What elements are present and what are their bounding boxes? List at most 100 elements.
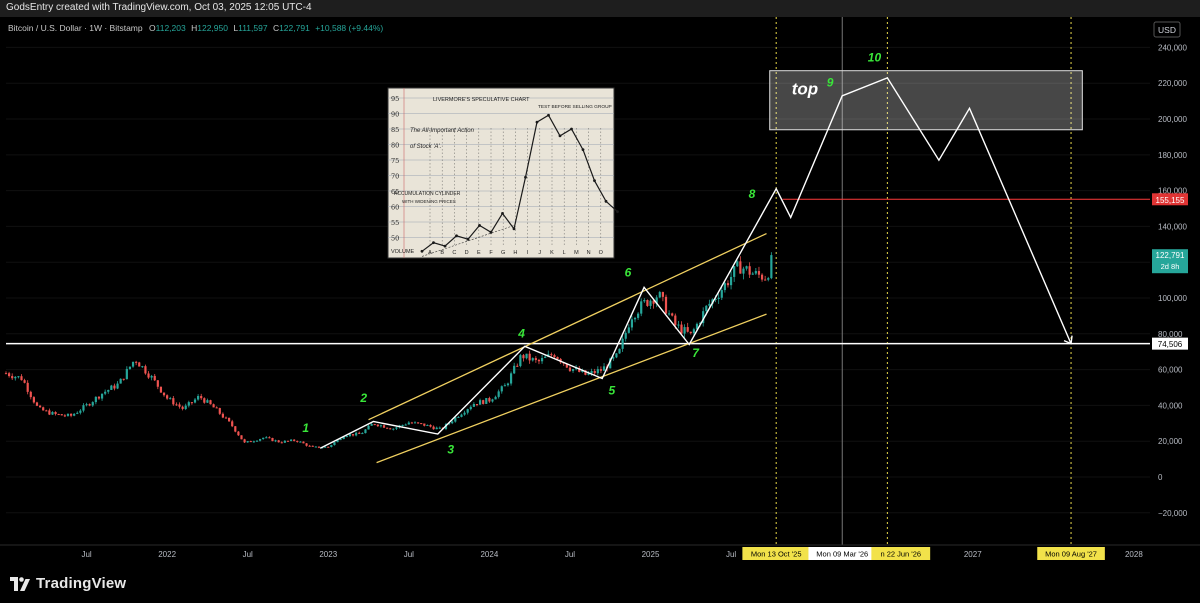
inset-y-label: 90 [391, 111, 399, 119]
candle-body [367, 425, 370, 430]
candle-body [729, 276, 733, 286]
candle-body [175, 404, 178, 406]
inset-y-label: 60 [391, 204, 399, 212]
candle-body [178, 404, 181, 407]
level-tag-label: 155,155 [1156, 196, 1185, 205]
candle-body [150, 375, 153, 378]
inset-y-label: 55 [391, 219, 399, 227]
candle-body [736, 261, 739, 267]
candle-body [128, 366, 132, 369]
inset-price-point [558, 134, 562, 138]
candle-body [571, 369, 575, 371]
top-zone-box[interactable] [769, 70, 1083, 131]
wave-label-7: 7 [692, 346, 700, 360]
price-axis-tick-label: 140,000 [1158, 222, 1187, 231]
candle-body [330, 445, 333, 447]
candle-body [249, 441, 252, 443]
channel-upper-line[interactable] [368, 232, 767, 421]
candle-body [17, 376, 20, 378]
candle-body [113, 385, 116, 389]
wave-label-4: 4 [517, 326, 525, 340]
candle-body [324, 446, 327, 448]
candle-body [705, 305, 708, 312]
candle-body [355, 432, 358, 436]
time-axis-background[interactable] [0, 545, 1200, 565]
candle-body [618, 348, 621, 354]
wave-projection-path[interactable] [319, 77, 1072, 449]
time-axis-tick-label: 2025 [642, 550, 660, 559]
last-price-label: 122,791 [1156, 251, 1185, 260]
currency-button-frame [1153, 21, 1181, 38]
price-chart[interactable]: top 9 1 2 3 4 5 6 7 8 10 95 90 85 80 75 70 65 60 55 50 LIVE… [0, 17, 1200, 565]
wave-label-2: 2 [359, 391, 367, 405]
candle-body [159, 386, 163, 393]
inset-price-point [604, 199, 608, 203]
wave-label-6: 6 [625, 266, 632, 280]
candle-body [503, 385, 506, 387]
candle-body [640, 301, 643, 314]
candle-body [646, 300, 649, 306]
candle-body [726, 283, 730, 286]
candle-body [265, 437, 268, 439]
candle-body [553, 355, 556, 358]
currency-button[interactable]: USD [1153, 21, 1181, 38]
time-axis-tick-label: 2028 [1125, 550, 1143, 559]
candle-body [686, 327, 689, 332]
candle-body [153, 375, 156, 381]
inset-x-label: E [477, 250, 481, 256]
inset-x-label: M [574, 250, 579, 256]
candle-body [119, 378, 122, 384]
candle-body [271, 437, 274, 442]
candle-body [389, 428, 392, 430]
channel-lower-line[interactable] [376, 313, 767, 464]
candle-body [516, 365, 519, 367]
candle-body [748, 266, 751, 275]
candle-body [491, 399, 494, 402]
candle-body [162, 392, 166, 396]
candle-body [695, 323, 699, 330]
candle-body [224, 417, 228, 419]
inset-note: TEST BEFORE SELLING GROUP [538, 104, 612, 110]
inset-x-label: A [428, 250, 432, 256]
candle-body [305, 443, 308, 446]
candle-body [60, 414, 63, 416]
candle-body [197, 396, 200, 400]
candle-body [237, 431, 240, 436]
price-axis-background[interactable] [1150, 17, 1200, 565]
candle-body [32, 397, 35, 403]
candle-body [413, 422, 417, 424]
candle-body [107, 389, 110, 392]
candle-body [231, 421, 234, 427]
price-axis-tick-label: 160,000 [1158, 187, 1187, 196]
candle-body [423, 423, 426, 426]
inset-x-label: J [538, 250, 541, 256]
last-price-countdown: 2d 8h [1161, 262, 1180, 271]
candle-body [280, 442, 283, 444]
candle-body [7, 373, 11, 377]
date-badge [871, 547, 931, 560]
tradingview-logo[interactable]: TradingView [10, 575, 126, 592]
candle-body [568, 367, 572, 371]
candle-body [689, 331, 692, 334]
candle-body [296, 440, 299, 442]
legend-row: Bitcoin / U.S. Dollar · 1W · Bitstamp O1… [8, 23, 383, 33]
candle-body [537, 359, 541, 362]
candle-body [410, 422, 414, 424]
candle-body [138, 362, 141, 367]
candle-body [345, 436, 348, 438]
inset-y-label: 85 [391, 126, 399, 134]
candle-body [327, 446, 330, 448]
candle-body [212, 404, 215, 408]
candle-body [426, 424, 429, 426]
candle-body [243, 439, 246, 443]
price-axis-tick-label: 100,000 [1158, 294, 1187, 303]
currency-label: USD [1158, 25, 1176, 35]
candle-body [203, 398, 206, 403]
inset-accum-trend [421, 225, 515, 257]
wave-label-1: 1 [302, 421, 309, 435]
candle-body [110, 385, 113, 390]
attribution-text: GodsEntry created with TradingView.com, … [6, 2, 312, 13]
legend-open-value: 112,203 [156, 23, 186, 33]
inset-title: LIVERMORE'S SPECULATIVE CHART [433, 97, 530, 103]
time-axis-tick-label: Jul [81, 550, 91, 559]
